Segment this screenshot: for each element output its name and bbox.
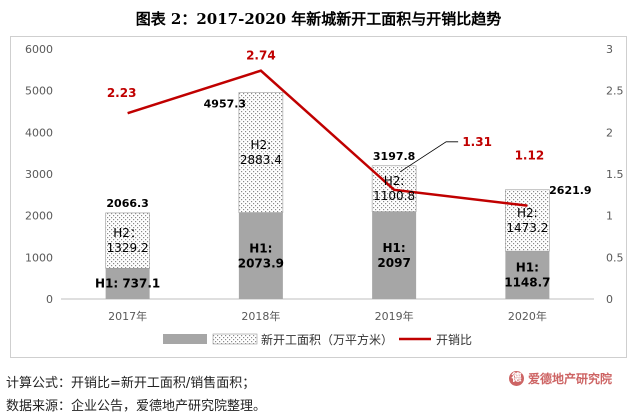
y-right-tick-label: 0.5: [606, 251, 624, 264]
bar-h1: [238, 212, 283, 299]
h2-data-label: H2: 2883.4: [240, 138, 282, 167]
watermark: 德 爱德地产研究院: [509, 370, 612, 387]
bar-h2: [105, 212, 150, 269]
ratio-line: [127, 69, 528, 207]
formula-note: 计算公式：开销比=新开工面积/销售面积；: [6, 376, 256, 391]
y-right-tick-label: 2: [606, 126, 613, 139]
x-tick-label: 2017年: [108, 309, 147, 323]
y-right-tick-label: 1.5: [606, 168, 624, 181]
ratio-data-label: 1.31: [462, 135, 492, 149]
legend-h1-swatch: [163, 334, 207, 344]
total-data-label: 3197.8: [373, 150, 415, 163]
total-data-label: 2066.3: [106, 197, 148, 210]
watermark-logo-icon: 德: [509, 371, 524, 386]
h2-data-label: H2： 1329.2: [107, 226, 149, 255]
chart-svg: 0 1000 2000 3000 4000 5000 6000 0 0.5 1 1.5 2 2.5 3 20…: [25, 43, 624, 347]
h2-data-label: H2: 1473.2: [506, 206, 548, 235]
ratio-data-label: 2.74: [246, 49, 276, 63]
source-note: 数据来源：企业公告，爱德地产研究院整理。: [6, 399, 267, 414]
legend-h2-swatch: [212, 333, 258, 345]
x-tick-label: 2019年: [375, 309, 414, 323]
total-data-label: 2621.9: [549, 184, 591, 197]
y-right-tick-label: 1: [606, 210, 613, 223]
h2-data-label: H2: 1100.8: [373, 174, 415, 203]
x-tick-label: 2020年: [508, 309, 547, 323]
y-left-tick-label: 2000: [25, 210, 53, 223]
bar-h2: [238, 92, 284, 213]
y-left-tick-label: 3000: [25, 168, 53, 181]
ratio-data-label: 1.12: [515, 149, 545, 163]
y-left-tick-label: 6000: [25, 43, 53, 56]
bar-h1: [505, 251, 550, 299]
h1-data-label: H1: 737.1: [95, 277, 160, 291]
watermark-text: 爱德地产研究院: [528, 372, 613, 386]
y-left-tick-label: 0: [46, 293, 53, 306]
ratio-data-label: 2.23: [107, 86, 137, 100]
y-right-tick-label: 3: [606, 43, 613, 56]
h1-data-label: H1: 1148.7: [504, 261, 550, 290]
total-data-label: 4957.3: [204, 97, 246, 110]
h1-data-label: H1: 2073.9: [238, 241, 284, 270]
x-tick-label: 2018年: [241, 309, 280, 323]
chart-title: 图表 2：2017-2020 年新城新开工面积与开销比趋势: [135, 10, 502, 28]
bar-h1: [105, 268, 150, 299]
y-left-tick-label: 5000: [25, 85, 53, 98]
legend-line-label: 开销比: [436, 333, 472, 347]
legend-bar-label: 新开工面积（万平方米）: [261, 332, 393, 347]
y-left-tick-label: 4000: [25, 126, 53, 139]
y-left-tick-label: 1000: [25, 251, 53, 264]
chart-frame: 0 1000 2000 3000 4000 5000 6000 0 0.5 1 1.5 2 2.5 3 20…: [10, 36, 627, 386]
y-right-tick-label: 2.5: [606, 85, 624, 98]
label-leader-line: [399, 141, 459, 173]
bar-h2: [505, 189, 550, 252]
bar-h1: [372, 211, 417, 299]
h1-data-label: H1: 2097: [377, 241, 410, 270]
y-right-tick-label: 0: [606, 293, 613, 306]
